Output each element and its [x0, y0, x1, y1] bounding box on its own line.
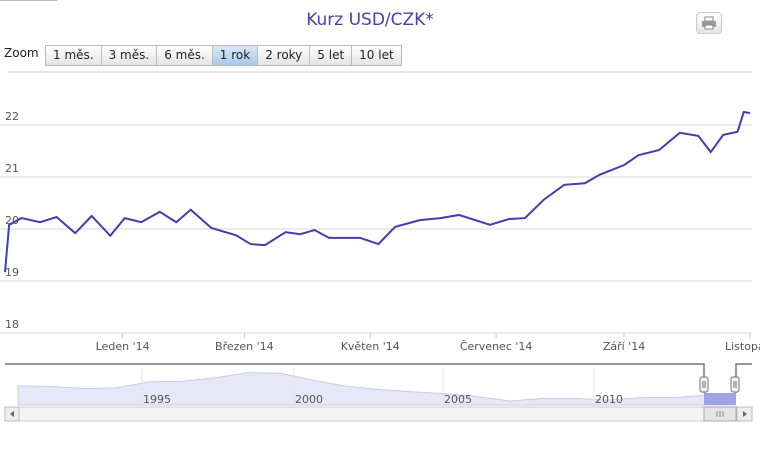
- zoom-button[interactable]: 5 let: [310, 45, 353, 66]
- x-tick-label: Září '14: [603, 340, 645, 353]
- navigator-area: [17, 372, 736, 406]
- printer-icon: [702, 16, 716, 30]
- zoom-label: Zoom: [4, 46, 39, 60]
- y-tick-label: 18: [5, 318, 19, 331]
- zoom-buttons: 1 měs. 3 měs. 6 měs. 1 rok 2 roky 5 let 10 let: [45, 45, 402, 66]
- navigator-year-label: 1995: [143, 393, 171, 406]
- y-tick-label: 21: [5, 162, 19, 175]
- x-tick-label: Březen '14: [215, 340, 274, 353]
- navigator-year-label: 2000: [295, 393, 323, 406]
- zoom-button[interactable]: 6 měs.: [157, 45, 213, 66]
- x-tick-label: Listopad: [725, 340, 760, 353]
- print-button[interactable]: [696, 12, 722, 34]
- y-tick-label: 19: [5, 266, 19, 279]
- zoom-button[interactable]: 2 roky: [258, 45, 311, 66]
- y-tick-label: 22: [5, 110, 19, 123]
- navigator-handle[interactable]: [730, 376, 740, 393]
- top-divider: [0, 0, 57, 1]
- x-tick-label: Červenec '14: [460, 340, 533, 353]
- zoom-button[interactable]: 10 let: [352, 45, 402, 66]
- chart-title: Kurz USD/CZK*: [306, 10, 434, 30]
- arrow-left-icon: [10, 411, 14, 417]
- navigator-year-label: 2010: [595, 393, 623, 406]
- scrollbar-track[interactable]: [4, 406, 753, 422]
- x-tick-label: Leden '14: [96, 340, 150, 353]
- zoom-button[interactable]: 1 měs.: [45, 45, 102, 66]
- series-line: [4, 110, 751, 273]
- zoom-button[interactable]: 3 měs.: [101, 45, 158, 66]
- zoom-button[interactable]: 1 rok: [212, 45, 259, 66]
- navigator-year-label: 2005: [444, 393, 472, 406]
- arrow-right-icon: [743, 411, 747, 417]
- navigator-selected-range: [704, 393, 736, 405]
- x-tick-label: Květen '14: [341, 340, 400, 353]
- navigator-handle[interactable]: [699, 376, 709, 393]
- y-tick-label: 20: [5, 214, 19, 227]
